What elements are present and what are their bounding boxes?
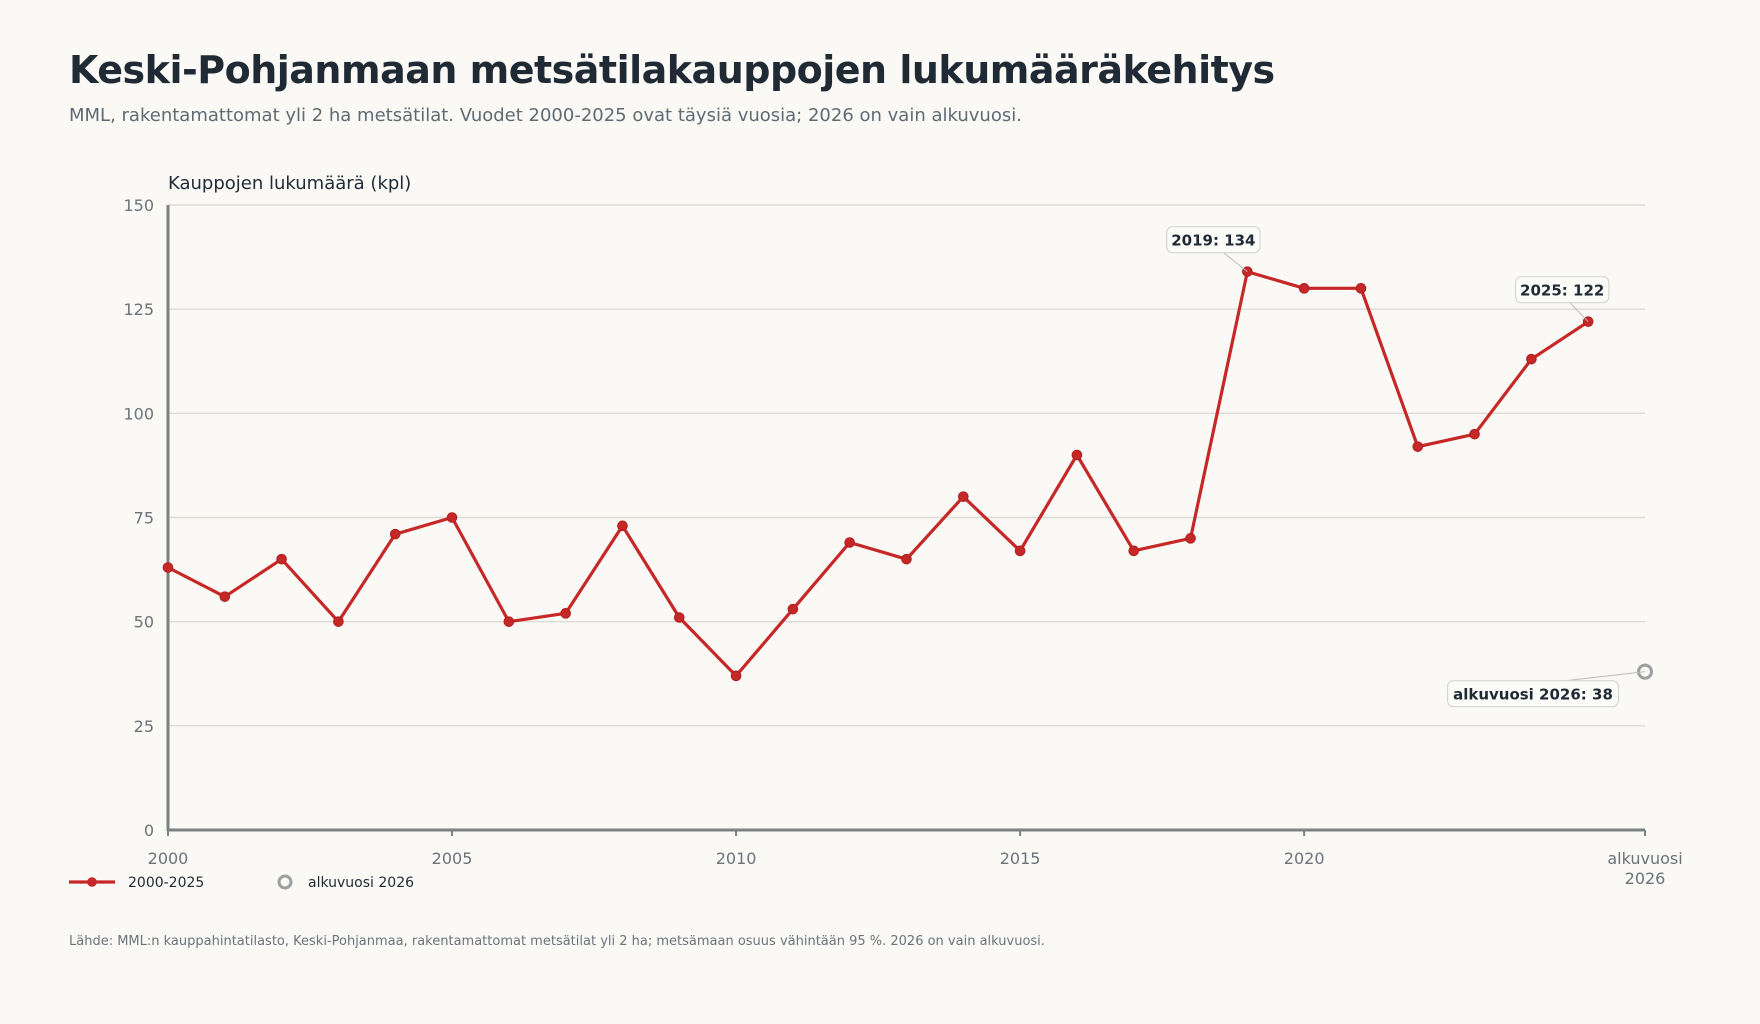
- data-point: [1071, 449, 1083, 461]
- data-point: [901, 553, 912, 565]
- data-point: [333, 616, 344, 627]
- x-tick-label: 2026: [1625, 869, 1666, 888]
- data-point: [1014, 545, 1026, 557]
- x-tick-label: 2000: [148, 849, 189, 868]
- data-point: [1412, 441, 1424, 452]
- chart-subtitle: MML, rakentamattomat yli 2 ha metsätilat…: [69, 105, 1022, 126]
- callout-leader: [1566, 671, 1646, 682]
- legend: 2000-2025 alkuvuosi 2026: [69, 874, 414, 891]
- legend-label-alkuvuosi-2026: alkuvuosi 2026: [308, 875, 414, 891]
- gridlines: [168, 204, 1645, 727]
- data-point: [787, 603, 799, 615]
- axes: 0 25 50 75 100 125 150 2000 2005 2010 2015 2020 alku…: [123, 173, 1682, 888]
- data-point: [1526, 353, 1537, 365]
- data-point: [730, 670, 742, 682]
- data-point: [219, 591, 231, 602]
- y-tick-label: 75: [134, 509, 154, 528]
- series-line-2000-2025: [166, 270, 1590, 678]
- data-point: [1242, 266, 1253, 277]
- callout-leader: [1569, 302, 1589, 323]
- data-point: [276, 553, 287, 565]
- y-tick-label: 150: [123, 196, 154, 215]
- data-point: [1128, 545, 1140, 557]
- callout-label: alkuvuosi 2026: 38: [1453, 686, 1613, 704]
- y-tick-label: 50: [134, 613, 154, 632]
- data-point: [844, 537, 855, 548]
- callout-box: [1166, 226, 1261, 254]
- callout-box: [1446, 680, 1619, 708]
- series-layer: [162, 266, 1653, 682]
- x-tick-label: 2015: [1000, 849, 1041, 868]
- legend-swatch-partial: [277, 874, 293, 890]
- data-point: [1355, 283, 1367, 294]
- source-note: Lähde: MML:n kauppahintatilasto, Keski-P…: [69, 934, 1045, 949]
- y-tick-label: 125: [123, 300, 154, 319]
- y-tick-label: 100: [123, 404, 154, 423]
- x-tick-label: alkuvuosi: [1607, 849, 1682, 868]
- annotations: 2019: 134 2025: 122 alkuvuosi 2026: 38: [1166, 226, 1646, 708]
- callout-leader: [1223, 252, 1248, 273]
- data-point: [1185, 533, 1196, 544]
- data-point: [162, 562, 174, 573]
- callout-label: 2019: 134: [1171, 232, 1255, 250]
- data-point: [1298, 283, 1310, 294]
- data-point: [958, 491, 969, 502]
- x-tick-label: 2020: [1284, 849, 1325, 868]
- x-tick-label: 2010: [716, 849, 757, 868]
- y-tick-label: 25: [134, 717, 154, 736]
- data-point: [617, 520, 628, 532]
- legend-label-2000-2025: 2000-2025: [128, 875, 204, 891]
- y-axis-title: Kauppojen lukumäärä (kpl): [168, 173, 411, 194]
- data-point: [503, 616, 515, 627]
- data-point: [1469, 428, 1480, 440]
- data-point: [389, 528, 401, 540]
- y-tick-label: 0: [144, 821, 154, 840]
- x-tick-label: 2005: [432, 849, 473, 868]
- data-point: [673, 612, 685, 623]
- data-point: [560, 608, 571, 619]
- data-point: [446, 512, 458, 523]
- chart-title: Keski-Pohjanmaan metsätilakauppojen luku…: [69, 48, 1275, 92]
- callout-box: [1514, 276, 1610, 304]
- legend-swatch-point: [87, 877, 97, 887]
- callout-label: 2025: 122: [1520, 282, 1604, 300]
